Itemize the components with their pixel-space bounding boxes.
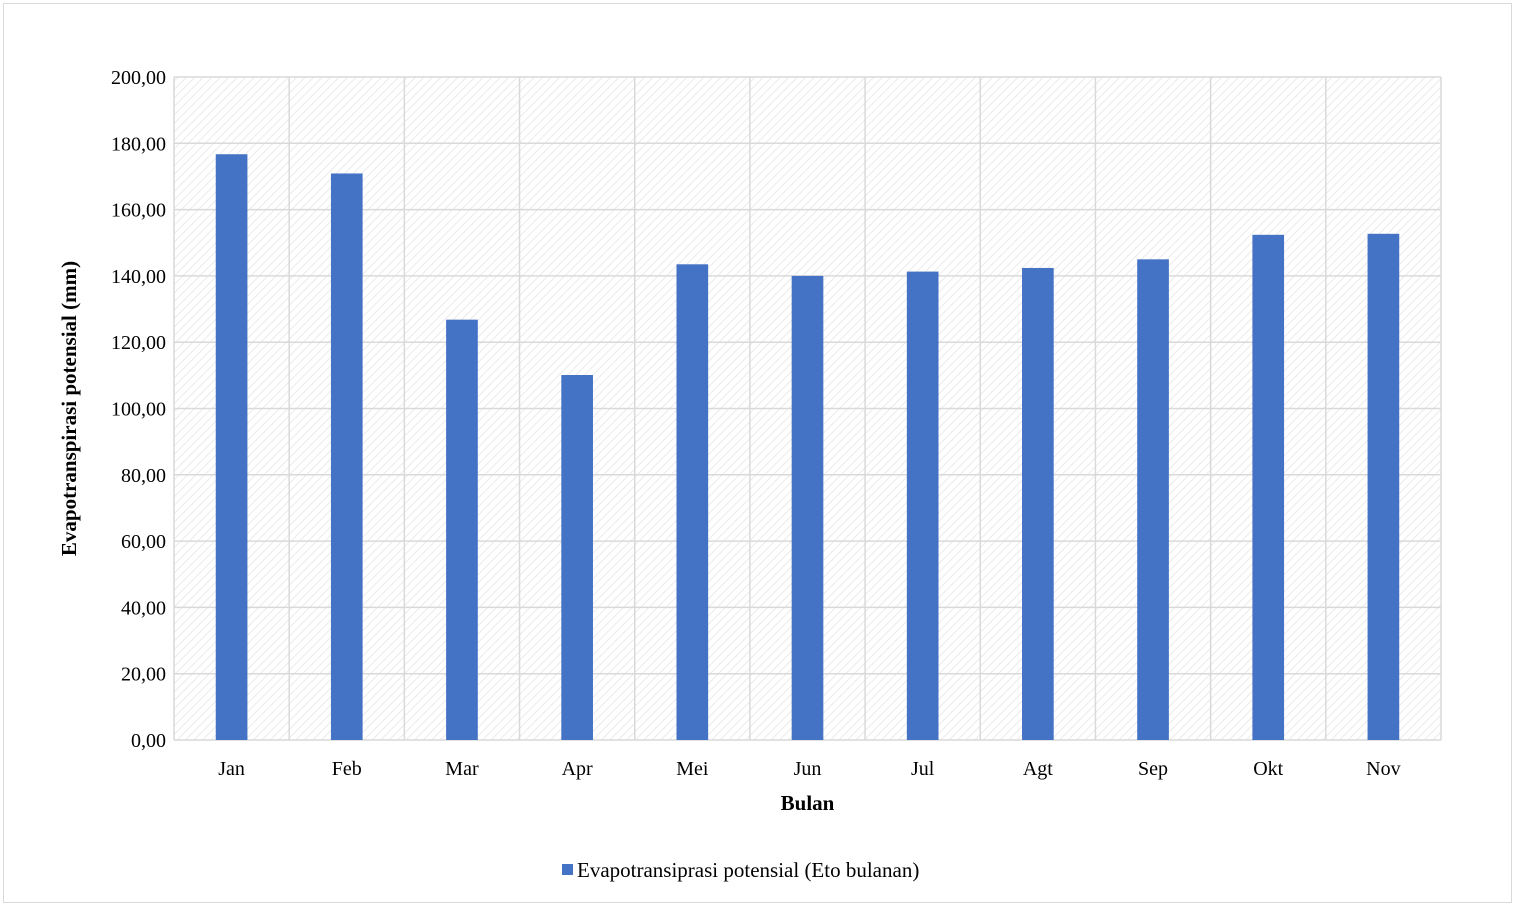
legend: Evapotransiprasi potensial (Eto bulanan) [562, 858, 919, 882]
bar-nov [1367, 233, 1400, 740]
x-axis-ticks: Jan Feb Mar Apr Mei Jun Jul Agt Sep Okt Nov [218, 758, 1400, 780]
x-tick-label: Agt [1023, 758, 1053, 780]
y-tick-label: 40,00 [121, 597, 166, 619]
x-tick-label: Sep [1138, 758, 1168, 780]
x-tick-label: Mar [445, 758, 479, 780]
legend-label: Evapotransiprasi potensial (Eto bulanan) [577, 858, 919, 882]
bar-series [215, 154, 1400, 741]
x-tick-label: Okt [1253, 758, 1283, 780]
x-tick-label: Jun [794, 758, 822, 780]
y-tick-label: 120,00 [111, 332, 166, 354]
y-tick-label: 80,00 [121, 465, 166, 487]
bar-apr [561, 375, 593, 740]
x-tick-label: Feb [332, 758, 362, 780]
y-tick-label: 140,00 [111, 266, 166, 288]
x-tick-label: Nov [1366, 758, 1400, 780]
y-tick-label: 200,00 [111, 67, 166, 89]
y-tick-label: 20,00 [121, 664, 166, 686]
y-axis-ticks: 0,00 20,00 40,00 60,00 80,00 100,00 120,00 140,… [111, 67, 166, 752]
y-axis-title: Evapotranspirasi potensial (mm) [57, 261, 81, 556]
x-tick-label: Jan [218, 758, 245, 780]
legend-swatch [562, 864, 573, 875]
bar-agt [1022, 267, 1054, 740]
bar-feb [330, 173, 363, 741]
bar-jan [215, 154, 248, 740]
y-tick-label: 0,00 [131, 730, 166, 752]
bar-sep [1137, 259, 1169, 740]
x-axis-title: Bulan [781, 791, 835, 815]
x-tick-label: Mei [676, 758, 709, 780]
x-tick-label: Jul [911, 758, 935, 780]
bar-okt [1252, 234, 1285, 740]
y-tick-label: 60,00 [121, 531, 166, 553]
bar-jul [906, 271, 939, 740]
bar-mei [676, 264, 709, 740]
x-tick-label: Apr [562, 758, 593, 780]
bar-jun [791, 275, 824, 740]
y-tick-label: 180,00 [111, 133, 166, 155]
bar-mar [446, 319, 478, 740]
y-tick-label: 160,00 [111, 200, 166, 222]
y-tick-label: 100,00 [111, 399, 166, 421]
